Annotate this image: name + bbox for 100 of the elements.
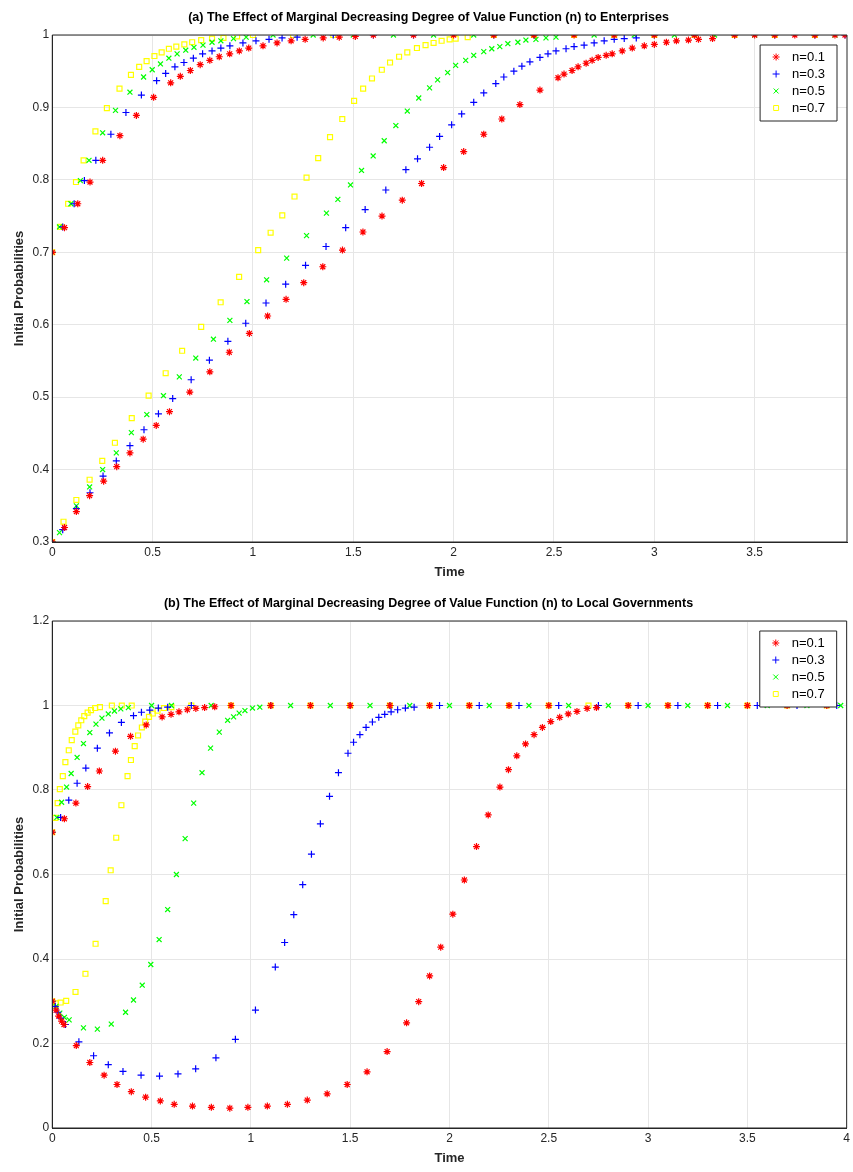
point <box>107 867 114 874</box>
point <box>644 702 652 709</box>
x-tick-label: 2 <box>446 1130 454 1145</box>
point <box>585 702 592 709</box>
legend-label: n=0.1 <box>791 634 825 650</box>
point <box>62 759 69 766</box>
x-tick-label: 1.5 <box>341 1130 359 1145</box>
y-tick-label: 0.3 <box>32 534 50 549</box>
point <box>164 906 171 913</box>
point <box>102 898 109 905</box>
x-tick-label: 4 <box>843 1130 851 1145</box>
point <box>124 772 131 780</box>
point <box>63 997 70 1004</box>
point <box>81 712 88 720</box>
y-tick-label: 0.2 <box>32 1035 50 1050</box>
point <box>241 707 248 714</box>
point <box>145 713 153 720</box>
legend-label: n=0.3 <box>791 651 825 667</box>
point <box>131 742 138 750</box>
point <box>486 702 493 709</box>
y-tick-label: 0.8 <box>32 782 50 797</box>
point <box>56 786 63 793</box>
point <box>147 961 154 968</box>
point <box>149 710 156 717</box>
x-tick-label: 1.5 <box>344 544 362 559</box>
point <box>80 1024 87 1031</box>
point <box>98 715 106 722</box>
y-tick-label: 0.9 <box>32 99 50 114</box>
x-tick-label: 2.5 <box>540 1130 558 1145</box>
y-tick-label: 0.6 <box>32 866 50 881</box>
point <box>154 707 161 714</box>
point <box>207 745 214 752</box>
point <box>74 754 81 761</box>
x-tick-label: 0.5 <box>144 544 162 559</box>
point <box>87 707 95 714</box>
point <box>63 783 70 791</box>
y-tick-label: 0.5 <box>32 389 50 404</box>
point <box>138 724 145 731</box>
point <box>58 799 65 806</box>
y-tick-label: 1 <box>42 27 50 42</box>
legend-label: n=0.5 <box>792 82 826 98</box>
legend-label: n=0.5 <box>791 668 825 684</box>
x-tick-label: 3 <box>644 1130 652 1145</box>
x-tick-label: 0.5 <box>143 1130 161 1145</box>
point <box>72 988 79 996</box>
legend-label: n=0.3 <box>792 65 826 81</box>
point <box>837 702 844 709</box>
point <box>68 770 75 777</box>
point <box>684 702 691 709</box>
y-tick-label: 0.4 <box>32 461 50 476</box>
point <box>182 835 189 842</box>
chart-title: (a) The Effect of Marginal Decreasing Degree of Value Function (n) to Enterprises <box>188 9 669 24</box>
x-tick-label: 3.5 <box>739 1130 757 1145</box>
point <box>127 756 134 764</box>
point <box>82 970 89 977</box>
y-tick-label: 1.2 <box>32 613 50 628</box>
legend-label: n=0.1 <box>792 48 826 64</box>
point <box>113 834 120 841</box>
point <box>94 1026 101 1033</box>
point <box>65 747 72 754</box>
point <box>366 702 374 709</box>
y-tick-label: 0.8 <box>32 172 50 187</box>
y-tick-label: 0 <box>42 1120 50 1135</box>
point <box>78 717 85 724</box>
x-tick-label: 1 <box>247 1130 255 1145</box>
point <box>84 709 91 716</box>
point <box>122 1009 129 1016</box>
x-tick-label: 1 <box>249 544 257 559</box>
point <box>327 702 334 709</box>
point <box>111 707 118 715</box>
point <box>605 702 612 709</box>
point <box>198 769 206 776</box>
point <box>525 702 532 709</box>
y-tick-label: 0.6 <box>32 317 50 332</box>
y-tick-label: 0.4 <box>32 951 50 966</box>
point <box>130 996 137 1004</box>
point <box>161 704 168 712</box>
x-axis-title: Time <box>434 563 465 579</box>
point <box>72 728 79 735</box>
y-tick-label: 0.7 <box>32 244 50 259</box>
point <box>108 702 115 709</box>
point <box>118 802 125 809</box>
x-tick-label: 2 <box>450 544 458 559</box>
legend-label: n=0.7 <box>791 685 825 701</box>
point <box>142 718 149 725</box>
point <box>105 710 112 718</box>
point <box>96 704 104 711</box>
legend-label: n=0.7 <box>792 99 826 115</box>
y-axis-title: Initial Probabilities <box>11 230 27 347</box>
point <box>57 999 64 1006</box>
point <box>216 729 223 736</box>
x-tick-label: 2.5 <box>545 544 563 559</box>
point <box>68 737 75 744</box>
chart-title: (b) The Effect of Marginal Decreasing Degree of Value Function (n) to Local Governments <box>163 595 694 610</box>
point <box>92 940 99 947</box>
y-tick-label: 1 <box>42 697 50 712</box>
y-axis-title: Initial Probabilities <box>11 816 27 933</box>
point <box>75 722 82 729</box>
point <box>230 713 237 720</box>
point <box>156 936 163 943</box>
